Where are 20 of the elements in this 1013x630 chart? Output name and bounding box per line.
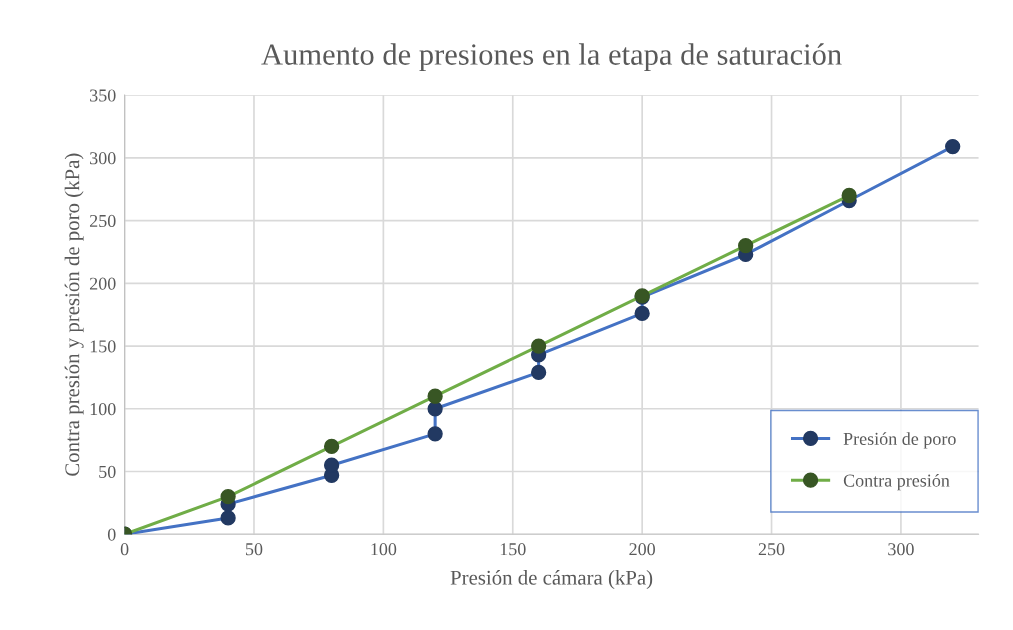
y-tick-label: 250 — [89, 214, 116, 228]
chart-title: Aumento de presiones en la etapa de saturación — [261, 43, 842, 72]
y-tick-label: 300 — [90, 152, 116, 165]
y-axis-title: Contra presión y presión de poro (kPa) — [64, 153, 84, 476]
y-tick-label: 0 — [107, 528, 116, 541]
x-tick-label: 0 — [120, 543, 129, 556]
legend-label: Contra presión — [843, 473, 950, 491]
y-tick-label: 150 — [90, 340, 116, 353]
x-tick-label: 300 — [888, 543, 914, 556]
x-tick-label: 250 — [758, 543, 785, 556]
legend-label: Presión de poro — [843, 432, 956, 449]
y-tick-label: 200 — [89, 277, 116, 290]
y-tick-label: 100 — [90, 403, 116, 416]
y-tick-label: 350 — [90, 89, 116, 102]
x-tick-label: 150 — [500, 543, 526, 556]
x-tick-label: 50 — [246, 543, 263, 556]
x-tick-label: 200 — [629, 543, 655, 556]
x-tick-label: 100 — [371, 543, 397, 556]
x-axis-title: Presión de cámara (kPa) — [450, 570, 653, 589]
y-tick-label: 50 — [99, 465, 116, 478]
